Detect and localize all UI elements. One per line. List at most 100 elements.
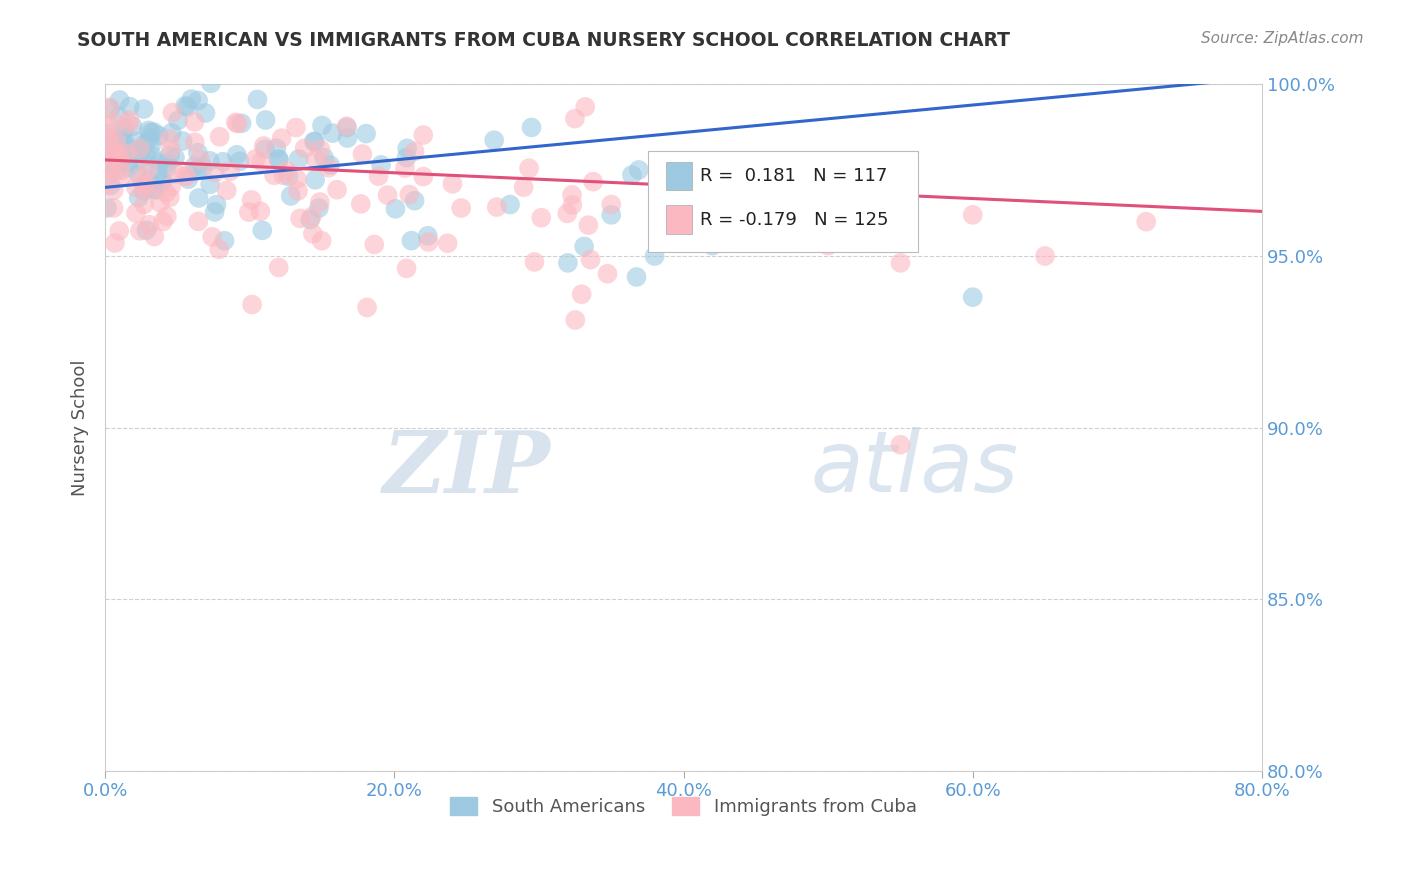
- Point: [263, 168, 285, 182]
- Text: SOUTH AMERICAN VS IMMIGRANTS FROM CUBA NURSERY SCHOOL CORRELATION CHART: SOUTH AMERICAN VS IMMIGRANTS FROM CUBA N…: [77, 31, 1011, 50]
- Point: [319, 158, 342, 172]
- Point: [98, 100, 121, 114]
- Point: [100, 150, 122, 164]
- Point: [111, 150, 134, 164]
- Point: [180, 92, 202, 106]
- Point: [152, 175, 174, 189]
- Point: [253, 139, 276, 153]
- Point: [148, 128, 170, 143]
- Point: [396, 141, 419, 155]
- Point: [128, 191, 150, 205]
- Point: [134, 179, 156, 194]
- Point: [98, 137, 121, 152]
- Point: [162, 105, 184, 120]
- Point: [336, 131, 359, 145]
- Point: [97, 119, 120, 133]
- Point: [125, 135, 148, 149]
- Point: [160, 180, 183, 194]
- Point: [121, 142, 143, 156]
- Point: [672, 215, 695, 229]
- Point: [517, 161, 540, 176]
- Point: [183, 159, 205, 173]
- Point: [159, 132, 181, 146]
- Point: [125, 206, 148, 220]
- Point: [101, 145, 124, 160]
- Point: [201, 230, 224, 244]
- Point: [125, 180, 148, 194]
- Point: [176, 100, 198, 114]
- Point: [214, 234, 236, 248]
- Point: [304, 135, 326, 149]
- Point: [155, 186, 177, 200]
- Point: [108, 224, 131, 238]
- Point: [240, 297, 263, 311]
- Point: [287, 152, 309, 166]
- Point: [276, 164, 298, 178]
- Point: [889, 438, 911, 452]
- Point: [156, 161, 179, 175]
- Point: [173, 169, 195, 183]
- Point: [1135, 215, 1157, 229]
- Text: atlas: atlas: [811, 427, 1019, 510]
- Point: [499, 197, 522, 211]
- Point: [117, 155, 139, 169]
- Point: [441, 177, 464, 191]
- Point: [520, 120, 543, 135]
- Point: [482, 133, 505, 147]
- Point: [134, 197, 156, 211]
- Point: [284, 120, 307, 135]
- Point: [280, 189, 302, 203]
- Point: [412, 128, 434, 142]
- Point: [128, 146, 150, 161]
- Point: [159, 143, 181, 157]
- Point: [198, 178, 221, 192]
- Point: [523, 255, 546, 269]
- Point: [152, 214, 174, 228]
- Point: [107, 146, 129, 161]
- Point: [100, 157, 122, 171]
- Point: [404, 194, 426, 208]
- Point: [136, 163, 159, 178]
- Point: [253, 142, 276, 156]
- Point: [103, 201, 125, 215]
- Point: [219, 164, 242, 178]
- Point: [103, 183, 125, 197]
- Point: [215, 183, 238, 197]
- Point: [404, 145, 426, 159]
- Point: [198, 153, 221, 168]
- Point: [141, 137, 163, 152]
- Point: [288, 211, 311, 226]
- Point: [294, 141, 316, 155]
- Point: [150, 173, 173, 187]
- Point: [129, 171, 152, 186]
- Point: [143, 182, 166, 196]
- Point: [183, 115, 205, 129]
- Point: [240, 193, 263, 207]
- Point: [285, 172, 308, 186]
- Point: [108, 93, 131, 107]
- Point: [167, 113, 190, 128]
- Point: [302, 135, 325, 149]
- Point: [117, 161, 139, 175]
- Point: [336, 120, 359, 135]
- Point: [231, 116, 253, 130]
- Point: [135, 223, 157, 237]
- Point: [356, 301, 378, 315]
- Point: [326, 183, 349, 197]
- Point: [104, 235, 127, 250]
- Point: [436, 236, 458, 251]
- Point: [370, 158, 392, 172]
- Point: [238, 205, 260, 219]
- Point: [363, 237, 385, 252]
- Point: [384, 202, 406, 216]
- Point: [159, 148, 181, 162]
- Point: [138, 123, 160, 137]
- Point: [367, 169, 389, 184]
- Point: [138, 173, 160, 187]
- Point: [773, 215, 796, 229]
- Point: [174, 99, 197, 113]
- Point: [1178, 67, 1201, 81]
- Point: [308, 201, 330, 215]
- Point: [301, 210, 323, 224]
- Point: [128, 143, 150, 157]
